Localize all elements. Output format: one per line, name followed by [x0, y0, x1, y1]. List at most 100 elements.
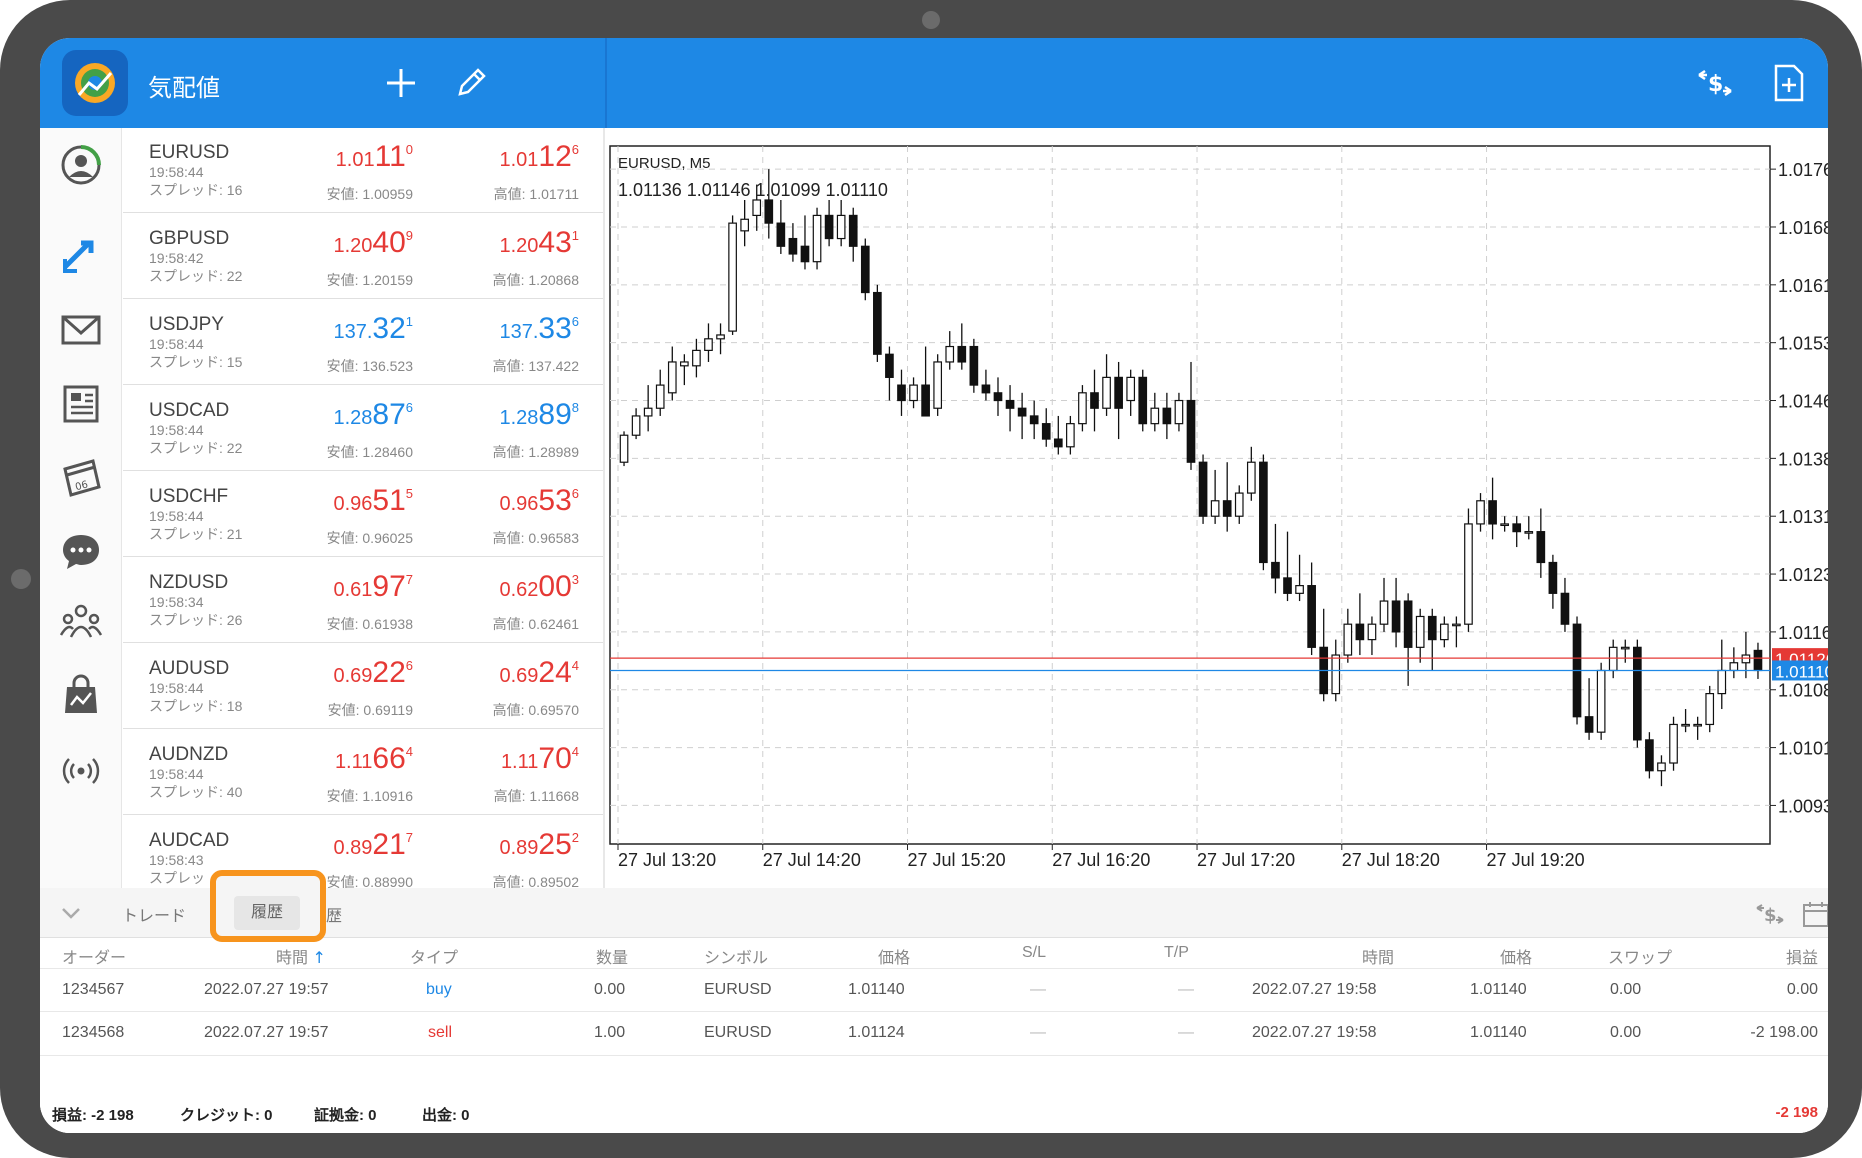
trade-dollar-icon[interactable]: $ [1754, 898, 1786, 935]
table-row[interactable]: 1234567 2022.07.27 19:57 buy 0.00 EURUSD… [40, 968, 1828, 1012]
tab-trade[interactable]: トレード [122, 908, 187, 925]
y-tick-label: 1.01010 [1778, 739, 1828, 759]
quote-row[interactable]: AUDUSD 19:58:44 スプレッド: 18 0.69226 0.69244 安値:… [123, 644, 603, 729]
bid-price-pips: 66 [372, 742, 406, 775]
quote-row[interactable]: AUDCAD 19:58:43 スプレッ 0.89217 0.89252 安値: 0.88… [123, 816, 603, 888]
x-tick-label: 27 Jul 17:20 [1197, 850, 1295, 870]
add-symbol-icon[interactable] [374, 56, 428, 110]
quote-row[interactable]: EURUSD 19:58:44 スプレッド: 16 1.01110 1.01126 安値:… [123, 128, 603, 213]
quote-symbol: USDCAD [149, 400, 230, 421]
cell-swap: 0.00 [1610, 981, 1642, 998]
candle-body [873, 291, 882, 355]
candle-body [1090, 392, 1099, 409]
col-price[interactable]: 価格 [878, 950, 911, 967]
candle-body [643, 407, 653, 417]
cell-close-price: 1.01140 [1470, 1024, 1527, 1041]
quote-row[interactable]: AUDNZD 19:58:44 スプレッド: 40 1.11664 1.11704 安値:… [123, 730, 603, 815]
calendar-icon[interactable]: 06 [54, 450, 108, 504]
calendar-icon[interactable] [1800, 898, 1828, 935]
ask-price[interactable]: 0.89252 [499, 828, 579, 862]
col-close-time[interactable]: 時間 [1362, 950, 1395, 967]
col-volume[interactable]: 数量 [596, 950, 629, 967]
mail-icon[interactable] [54, 302, 108, 356]
chevron-down-icon[interactable] [58, 900, 84, 926]
bid-price[interactable]: 1.11664 [335, 742, 413, 776]
quote-row[interactable]: GBPUSD 19:58:42 スプレッド: 22 1.20409 1.20431 安値:… [123, 214, 603, 299]
candle-body [1705, 693, 1715, 726]
news-icon[interactable] [54, 376, 108, 430]
bid-price[interactable]: 0.89217 [333, 828, 413, 862]
ask-price-pips: 12 [538, 140, 572, 173]
trade-dollar-icon[interactable]: $ [1688, 56, 1742, 110]
quote-row[interactable]: USDCAD 19:58:44 スプレッド: 22 1.28876 1.28898 安値:… [123, 386, 603, 471]
bid-price[interactable]: 1.20409 [333, 226, 413, 260]
bid-price[interactable]: 1.01110 [336, 140, 413, 174]
ask-price[interactable]: 1.01126 [499, 140, 579, 174]
cell-profit: 0.00 [1786, 981, 1818, 998]
candlestick-chart[interactable]: 1.01760 1.01685 1.01610 1.01535 1.01460 1.013… [606, 128, 1828, 888]
candle-body [1464, 523, 1473, 625]
bid-price-fraction: 1 [405, 314, 413, 329]
candle-body [836, 214, 846, 240]
bid-price-prefix: 1.28 [333, 407, 373, 429]
metatrader-logo-icon[interactable] [62, 50, 128, 116]
bid-price[interactable]: 0.61977 [333, 570, 413, 604]
quote-row[interactable]: USDCHF 19:58:44 スプレッド: 21 0.96515 0.96536 安値:… [123, 472, 603, 557]
ask-price[interactable]: 0.62003 [499, 570, 579, 604]
quote-time: 19:58:44 [149, 164, 204, 180]
ask-price[interactable]: 137.336 [499, 312, 579, 346]
x-tick-label: 27 Jul 14:20 [763, 850, 861, 870]
price-chart[interactable]: 1.01760 1.01685 1.01610 1.01535 1.01460 1.013… [606, 128, 1828, 888]
market-bag-icon[interactable] [54, 668, 108, 722]
edit-pencil-icon[interactable] [444, 56, 498, 110]
quote-low: 安値: 1.28460 [326, 444, 413, 460]
ask-price-fraction: 2 [571, 830, 579, 845]
col-type[interactable]: タイプ [410, 950, 459, 967]
candle-body [1162, 407, 1172, 425]
ask-price[interactable]: 1.11704 [501, 742, 579, 776]
bid-price-fraction: 0 [405, 142, 413, 157]
col-swap[interactable]: スワップ [1608, 950, 1673, 967]
col-time[interactable]: 時間 ↑ [276, 944, 326, 968]
candle-body [981, 384, 991, 394]
bid-price[interactable]: 1.28876 [333, 398, 413, 432]
tab-history[interactable]: 履歴 [234, 896, 300, 930]
candle-body [860, 245, 870, 294]
sort-arrow-up-icon: ↑ [312, 948, 326, 967]
bid-price[interactable]: 0.96515 [333, 484, 413, 518]
quote-time: 19:58:44 [149, 336, 204, 352]
ask-price[interactable]: 1.20431 [499, 226, 579, 260]
bid-price[interactable]: 0.69226 [333, 656, 413, 690]
community-icon[interactable] [54, 594, 108, 648]
col-symbol[interactable]: シンボル [704, 950, 769, 967]
col-sl[interactable]: S/L [1022, 944, 1047, 961]
new-order-document-icon[interactable] [1762, 56, 1816, 110]
table-row[interactable]: 1234568 2022.07.27 19:57 sell 1.00 EURUS… [40, 1012, 1828, 1056]
col-profit[interactable]: 損益 [1786, 950, 1819, 967]
ask-price-fraction: 1 [571, 228, 579, 243]
bid-price[interactable]: 137.321 [333, 312, 413, 346]
bid-price-pips: 21 [372, 828, 406, 861]
account-icon[interactable] [54, 138, 108, 192]
quote-row[interactable]: USDJPY 19:58:44 スプレッド: 15 137.321 137.336 安値:… [123, 300, 603, 385]
col-close-price[interactable]: 価格 [1500, 950, 1533, 967]
quote-row[interactable]: NZDUSD 19:58:34 スプレッド: 26 0.61977 0.62003 安値:… [123, 558, 603, 643]
cell-symbol: EURUSD [704, 1024, 772, 1041]
quote-spread: スプレッド: 26 [149, 612, 243, 628]
bid-price-prefix: 1.01 [335, 149, 375, 171]
y-tick-label: 1.01085 [1778, 681, 1828, 701]
quote-low: 安値: 1.20159 [326, 272, 413, 288]
candle-body [1355, 623, 1365, 641]
signal-broadcast-icon[interactable] [54, 744, 108, 798]
quote-high: 高値: 1.11668 [493, 788, 579, 804]
col-tp[interactable]: T/P [1164, 944, 1189, 961]
y-tick-label: 1.01535 [1778, 334, 1828, 354]
candle-body [1283, 577, 1292, 594]
ask-price[interactable]: 1.28898 [499, 398, 579, 432]
col-order[interactable]: オーダー [62, 950, 127, 967]
ask-price[interactable]: 0.69244 [499, 656, 579, 690]
chat-icon[interactable] [54, 524, 108, 578]
candle-body [1222, 500, 1232, 517]
ask-price[interactable]: 0.96536 [499, 484, 579, 518]
trade-arrows-icon[interactable] [54, 228, 108, 282]
